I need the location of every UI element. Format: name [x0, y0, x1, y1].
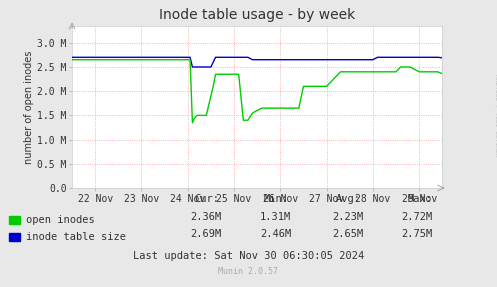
Text: 2.65M: 2.65M: [332, 229, 363, 239]
Text: Max:: Max:: [408, 194, 432, 204]
Text: Avg:: Avg:: [335, 194, 360, 204]
Text: 2.36M: 2.36M: [191, 212, 222, 222]
Text: 2.46M: 2.46M: [260, 229, 291, 239]
Text: open inodes: open inodes: [26, 215, 94, 224]
Title: Inode table usage - by week: Inode table usage - by week: [159, 8, 355, 22]
Text: inode table size: inode table size: [26, 232, 126, 242]
Text: Cur:: Cur:: [194, 194, 219, 204]
Text: 2.75M: 2.75M: [401, 229, 432, 239]
Text: 2.72M: 2.72M: [401, 212, 432, 222]
Text: 2.23M: 2.23M: [332, 212, 363, 222]
Text: 2.69M: 2.69M: [191, 229, 222, 239]
Y-axis label: number of open inodes: number of open inodes: [24, 50, 34, 164]
Text: Min:: Min:: [263, 194, 288, 204]
Text: Munin 2.0.57: Munin 2.0.57: [219, 267, 278, 276]
Text: Last update: Sat Nov 30 06:30:05 2024: Last update: Sat Nov 30 06:30:05 2024: [133, 251, 364, 261]
Text: 1.31M: 1.31M: [260, 212, 291, 222]
Text: RRDTOOL / TOBI OETIKER: RRDTOOL / TOBI OETIKER: [495, 73, 497, 156]
